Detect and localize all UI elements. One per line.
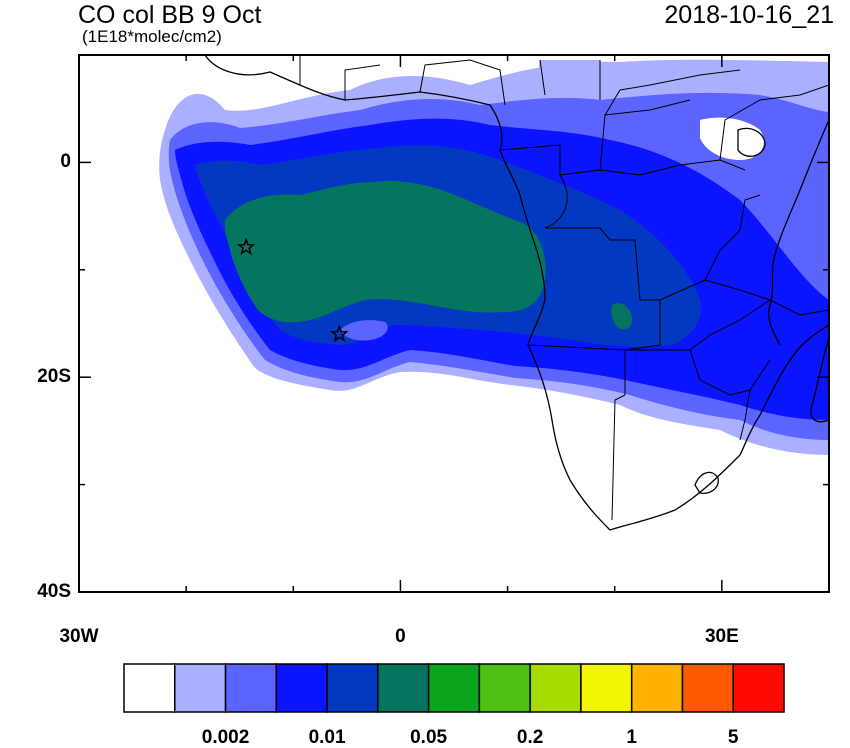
- timestamp-label: 2018-10-16_21: [664, 1, 834, 29]
- colorbar-box: [732, 663, 785, 713]
- plot-frame: [78, 54, 830, 593]
- colorbar-box: [224, 663, 278, 713]
- co-plume: [159, 59, 829, 455]
- star-markers: [236, 237, 349, 343]
- y-tick-label: 20S: [37, 366, 71, 388]
- madagascar-outline: [810, 337, 829, 423]
- colorbar-box: [681, 663, 734, 713]
- axis-ticks: [78, 55, 830, 593]
- colorbar-box: [326, 663, 379, 713]
- y-tick-label: 40S: [37, 581, 71, 602]
- colorbar-box: [580, 663, 633, 713]
- units-label: (1E18*molec/cm2): [82, 27, 222, 46]
- colorbar-label: 0.002: [201, 727, 250, 748]
- plume-hole: [340, 320, 388, 341]
- star-marker-ascension: [236, 237, 256, 256]
- star-marker-st-helena: [330, 324, 349, 343]
- colorbar-label: 0.05: [410, 727, 448, 748]
- east-africa-coast: [768, 119, 829, 346]
- colorbar-label: 5: [727, 727, 739, 748]
- colorbar-label: 1: [626, 727, 637, 748]
- africa-coastline: [204, 55, 829, 531]
- lake-victoria-outline: [737, 127, 766, 157]
- plume-clear-patch-2: [538, 60, 601, 90]
- y-tick-label: 0: [60, 151, 71, 173]
- colorbar-box: [630, 663, 684, 713]
- colorbar-label: 0.2: [516, 727, 544, 748]
- colorbar-box: [174, 663, 227, 713]
- colorbar-box: [377, 663, 430, 713]
- colorbar-box: [529, 663, 582, 713]
- colorbar-box: [427, 663, 481, 713]
- plume-layer-teal-east: [611, 303, 633, 330]
- x-tick-label: 30W: [59, 626, 99, 647]
- colorbar: [123, 663, 785, 713]
- coastlines: [204, 55, 829, 531]
- colorbar-box: [123, 663, 176, 713]
- x-tick-label: 30E: [704, 626, 739, 647]
- colorbar-box: [275, 663, 328, 713]
- plume-layer-teal: [224, 180, 546, 323]
- country-borders: [299, 55, 829, 521]
- x-tick-label: 0: [395, 626, 406, 647]
- colorbar-label: 0.01: [308, 727, 346, 748]
- map-title: CO col BB 9 Oct: [78, 1, 262, 29]
- colorbar-box: [478, 663, 531, 713]
- lesotho-outline: [694, 471, 719, 494]
